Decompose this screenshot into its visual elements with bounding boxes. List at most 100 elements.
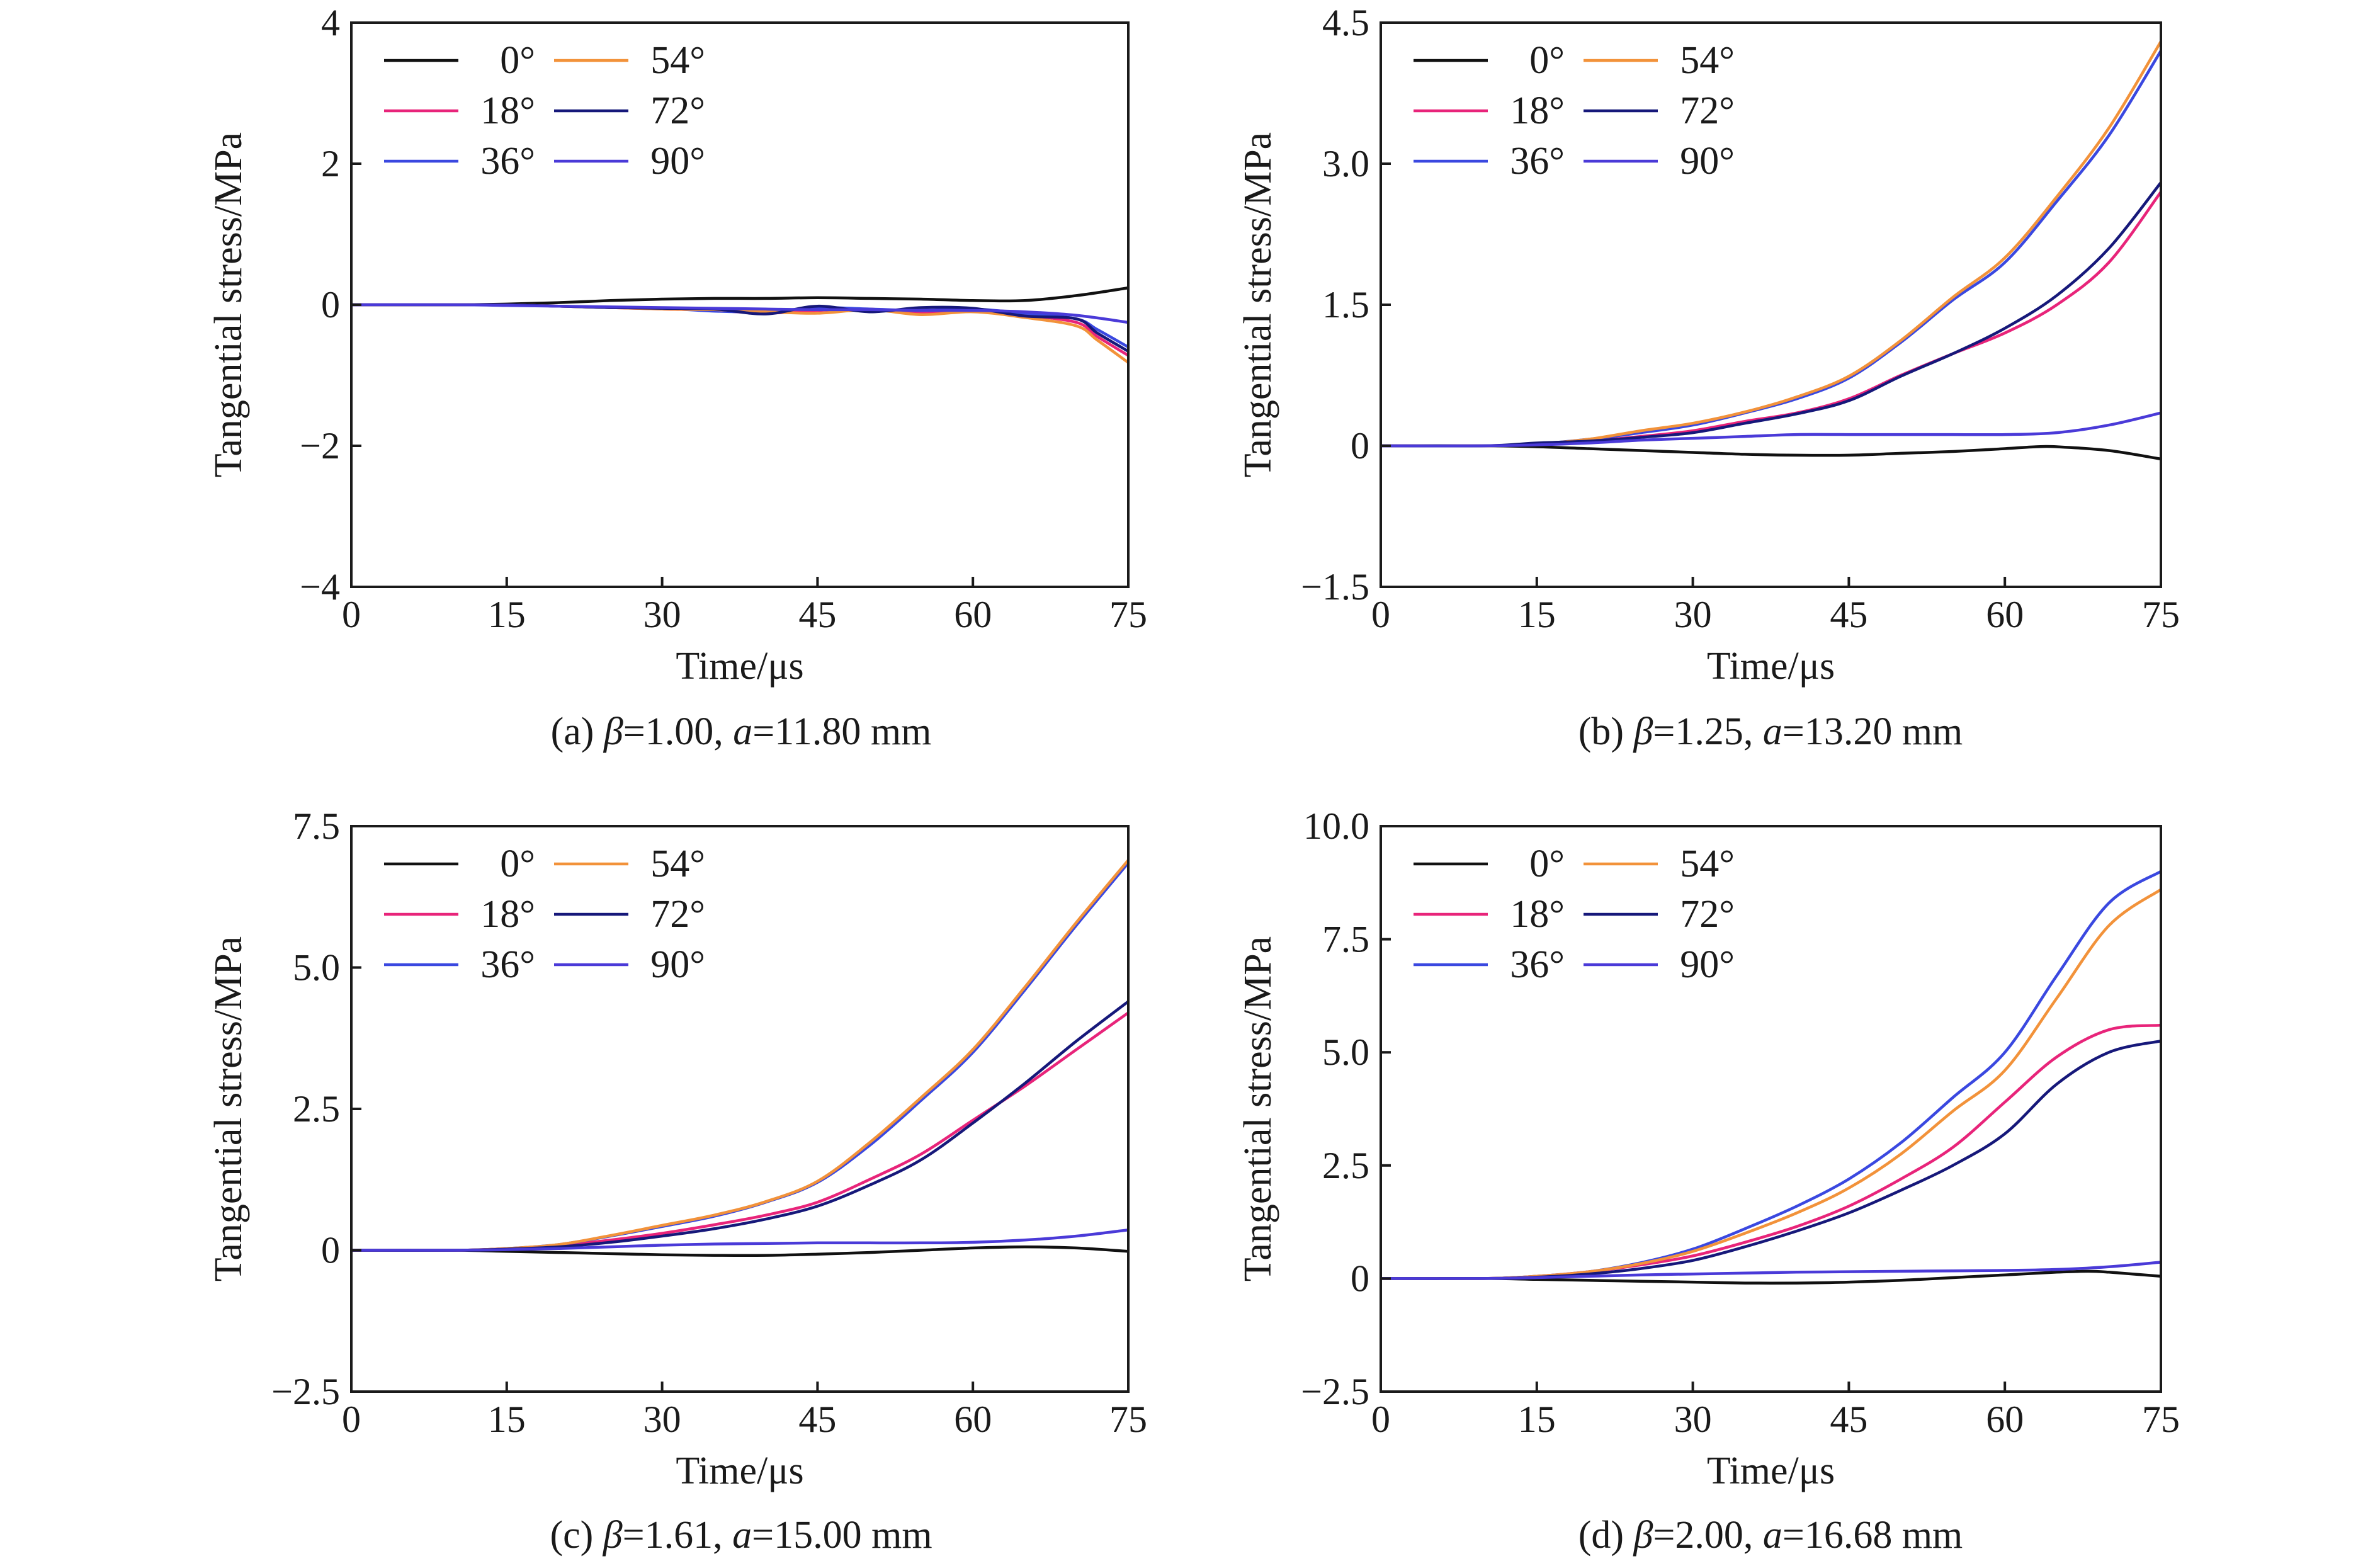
x-tick-label: 15 (488, 594, 526, 635)
caption-part: =11.80 mm (752, 710, 931, 753)
x-tick-label: 0 (1371, 594, 1390, 635)
legend-label: 72° (1680, 89, 1735, 132)
caption-part: (b) (1578, 710, 1634, 753)
series-line-18deg (351, 1011, 1128, 1252)
y-tick-label: 4.5 (1322, 2, 1369, 43)
chart-panel-a: 0 15 30 45 60 75 −4 −2 0 2 4 Time/μs Tangential stre… (207, 2, 1147, 753)
legend-label: 54° (650, 39, 705, 82)
caption-part: a (1763, 710, 1782, 753)
x-tick-label: 60 (954, 594, 992, 635)
x-tick-label: 75 (1109, 1399, 1147, 1440)
legend-label: 54° (1680, 843, 1735, 885)
x-axis-label: Time/μs (676, 645, 803, 688)
y-tick-label: 10.0 (1303, 805, 1369, 847)
x-tick-label: 75 (2142, 594, 2180, 635)
y-axis-label: Tangential stress/MPa (1237, 132, 1279, 477)
chart-panel-c: 0 15 30 45 60 75−2.502.55.07.5Time/μsTangenti… (207, 805, 1147, 1557)
legend: 0° 54° 18° 72° 36° 90° (384, 843, 705, 986)
caption-part: (a) (551, 710, 604, 753)
y-axis-label: Tangential stress/MPa (207, 936, 250, 1281)
series-line-54deg (1381, 888, 2161, 1280)
caption-part: β (603, 1514, 623, 1557)
y-tick-label: 0 (1351, 1257, 1369, 1299)
caption-part: =1.61, (623, 1514, 732, 1557)
y-tick-label: 2.5 (293, 1088, 340, 1130)
series-line-0deg (1381, 444, 2161, 461)
y-tick-label: 0 (321, 284, 340, 326)
x-tick-label: 15 (1518, 594, 1556, 635)
x-tick-label: 45 (798, 1399, 836, 1440)
x-tick-label: 45 (1830, 1399, 1867, 1440)
x-tick-label: 0 (1371, 1399, 1390, 1440)
panel-caption: (d) β=2.00, a=16.68 mm (1578, 1514, 1963, 1557)
chart-panel-d: 0 15 30 45 60 75−2.502.55.07.510.0Time/μsTang… (1237, 805, 2180, 1557)
x-tick-label: 0 (342, 594, 361, 635)
y-tick-label: −2.5 (271, 1371, 340, 1412)
legend-label: 36° (1510, 140, 1565, 183)
y-tick-label: 3.0 (1322, 143, 1369, 184)
series-line-54deg (351, 858, 1128, 1252)
series-line-0deg (351, 1245, 1128, 1257)
legend-label: 90° (1680, 943, 1735, 986)
caption-part: =1.00, (623, 710, 733, 753)
y-tick-label: 7.5 (1322, 919, 1369, 960)
series-line-36deg (351, 861, 1128, 1252)
series-group (351, 286, 1128, 365)
y-tick-label: −1.5 (1301, 566, 1369, 608)
plot-frame (350, 825, 1130, 1393)
x-tick-label: 30 (643, 1399, 681, 1440)
chart-panel-b: 0 15 30 45 60 75−1.501.53.04.5Time/μsTangenti… (1237, 2, 2180, 753)
y-tick-label: 1.5 (1322, 284, 1369, 326)
caption-part: β (1633, 1514, 1653, 1557)
x-axis-label: Time/μs (676, 1450, 803, 1492)
legend-label: 90° (1680, 140, 1735, 183)
panel-caption: (a) β=1.00, a=11.80 mm (551, 710, 932, 753)
series-line-90deg (1381, 1261, 2161, 1280)
x-tick-label: 30 (1674, 594, 1712, 635)
series-group (351, 858, 1128, 1257)
x-tick-label: 75 (2142, 1399, 2180, 1440)
caption-part: =2.00, (1653, 1514, 1762, 1557)
legend-label: 0° (1529, 843, 1565, 885)
y-tick-label: −2.5 (1301, 1371, 1369, 1412)
caption-part: β (1633, 710, 1653, 753)
panel-caption: (b) β=1.25, a=13.20 mm (1578, 710, 1963, 753)
series-line-18deg (1381, 190, 2161, 448)
legend: 0° 54° 18° 72° 36° 90° (384, 39, 705, 183)
series-line-0deg (1381, 1269, 2161, 1285)
plot-frame (1380, 825, 2162, 1393)
legend-label: 72° (1680, 893, 1735, 936)
legend-label: 54° (1680, 39, 1735, 82)
y-tick-label: 2.5 (1322, 1145, 1369, 1186)
y-tick-label: 5.0 (1322, 1031, 1369, 1073)
legend: 0° 54° 18° 72° 36° 90° (1414, 843, 1735, 986)
caption-part: =13.20 mm (1782, 710, 1963, 753)
legend-label: 54° (650, 843, 705, 885)
series-line-36deg (1381, 870, 2161, 1280)
series-line-90deg (351, 1228, 1128, 1252)
caption-part: β (603, 710, 623, 753)
legend-label: 18° (480, 893, 535, 936)
panel-caption: (c) β=1.61, a=15.00 mm (550, 1514, 932, 1557)
y-tick-label: 2 (321, 143, 340, 184)
caption-part: (c) (550, 1514, 603, 1557)
x-tick-label: 15 (488, 1399, 526, 1440)
y-axis-label: Tangential stress/MPa (1237, 936, 1279, 1281)
x-tick-label: 45 (1830, 594, 1867, 635)
y-tick-label: 4 (321, 2, 340, 43)
x-tick-label: 45 (798, 594, 836, 635)
caption-part: (d) (1578, 1514, 1634, 1557)
x-tick-label: 60 (1986, 594, 2024, 635)
legend-label: 36° (480, 943, 535, 986)
legend-label: 0° (500, 843, 535, 885)
legend-label: 90° (650, 140, 705, 183)
caption-part: a (1763, 1514, 1782, 1557)
x-tick-label: 60 (954, 1399, 992, 1440)
y-tick-label: 0 (321, 1230, 340, 1271)
series-line-36deg (1381, 49, 2161, 448)
x-tick-label: 30 (643, 594, 681, 635)
legend-label: 0° (1529, 39, 1565, 82)
legend-label: 72° (650, 89, 705, 132)
x-tick-label: 75 (1109, 594, 1147, 635)
